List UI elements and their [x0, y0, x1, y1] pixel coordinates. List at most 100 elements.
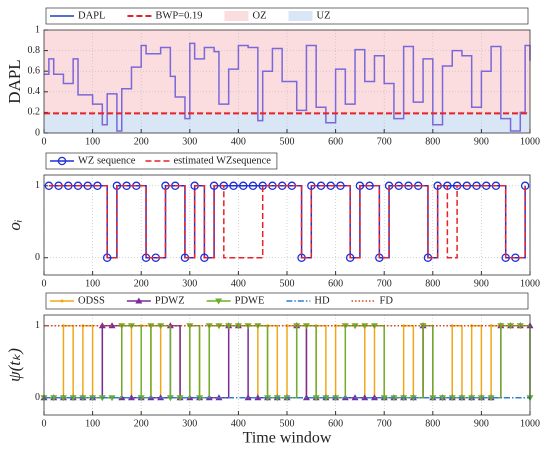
marker	[127, 394, 135, 401]
legend-label: ODSS	[78, 295, 105, 306]
marker	[380, 395, 388, 402]
x-tick-label: 900	[474, 136, 489, 147]
marker	[215, 298, 223, 305]
y-tick-label: 0.6	[28, 65, 41, 76]
y-tick-label: 0	[35, 252, 40, 263]
marker	[336, 181, 345, 191]
marker	[439, 395, 447, 402]
marker	[345, 253, 355, 262]
x-tick-label: 100	[85, 136, 100, 147]
x-tick-label: 200	[134, 136, 149, 147]
marker	[108, 322, 116, 329]
x-tick-label: 600	[328, 136, 343, 147]
marker	[234, 323, 242, 330]
plot-frame	[43, 29, 531, 134]
marker	[209, 181, 219, 191]
legend-label: DAPL	[78, 10, 105, 21]
marker	[462, 181, 472, 191]
y-axis-label: DAPL	[5, 59, 24, 103]
marker	[497, 323, 505, 330]
x-tick-label: 700	[377, 418, 392, 429]
legend-swatch	[224, 11, 249, 21]
panel: 0 0.2 0.4 0.6 0.8 1 0 100 200 300 400 500 600 700 800 9…	[5, 7, 540, 147]
x-tick-label: 300	[182, 278, 197, 289]
x-tick-label: 300	[182, 136, 197, 147]
panel: 0 1 0 100 200 300 400 500 600 700 800 900 1000 oᵢ WZ s…	[5, 152, 540, 289]
x-tick-label: 0	[42, 418, 47, 429]
y-tick-label: 0.8	[28, 45, 41, 56]
marker	[219, 181, 229, 191]
x-tick-label: 1000	[520, 136, 540, 147]
marker	[69, 395, 77, 402]
legend-swatch	[288, 11, 313, 21]
plot-frame	[43, 174, 531, 276]
marker	[254, 394, 262, 401]
x-tick-label: 300	[182, 418, 197, 429]
x-tick-label: 500	[280, 278, 295, 289]
marker	[135, 297, 143, 304]
x-tick-label: 700	[377, 278, 392, 289]
marker	[239, 181, 248, 191]
plot-frame	[43, 314, 531, 416]
marker	[127, 323, 135, 330]
x-tick-label: 800	[425, 136, 440, 147]
marker	[312, 395, 320, 402]
y-axis-label: oᵢ	[5, 219, 24, 230]
x-tick-label: 200	[134, 418, 149, 429]
marker	[60, 299, 64, 303]
marker	[108, 395, 116, 402]
marker	[487, 395, 495, 402]
marker	[361, 394, 369, 401]
legend-label: PDWZ	[155, 295, 185, 306]
x-tick-label: 100	[85, 418, 100, 429]
marker	[229, 181, 238, 191]
x-tick-label: 400	[231, 136, 246, 147]
x-tick-label: 700	[377, 136, 392, 147]
marker	[402, 324, 406, 328]
marker	[472, 181, 481, 191]
x-tick-label: 800	[425, 418, 440, 429]
marker	[302, 323, 310, 330]
marker	[176, 395, 184, 402]
x-axis-label: Time window	[243, 430, 332, 447]
x-tick-label: 200	[134, 278, 149, 289]
y-tick-label: 0	[35, 392, 40, 403]
legend-label: OZ	[252, 10, 266, 21]
marker	[50, 395, 58, 402]
panel: 0 1 0 100 200 300 400 500 600 700 800 900 1000 ψ(tₖ) T…	[5, 292, 540, 447]
x-tick-label: 0	[42, 278, 47, 289]
legend-label: estimated WZsequence	[173, 155, 271, 166]
marker	[59, 395, 67, 402]
x-tick-label: 600	[328, 278, 343, 289]
y-tick-label: 0	[35, 127, 40, 138]
marker	[186, 323, 194, 330]
legend-label: UZ	[316, 10, 330, 21]
x-tick-label: 100	[85, 278, 100, 289]
marker	[147, 323, 155, 330]
x-tick-label: 800	[425, 278, 440, 289]
x-tick-label: 600	[328, 418, 343, 429]
marker	[166, 395, 174, 402]
y-tick-label: 1	[35, 180, 40, 191]
x-tick-label: 0	[42, 136, 47, 147]
marker	[215, 323, 223, 330]
y-axis-label: ψ(tₖ)	[5, 348, 24, 382]
legend: DAPL BWP=0.19 OZ UZ	[45, 7, 529, 25]
legend: WZ sequence estimated WZsequence	[45, 152, 278, 170]
marker	[57, 156, 67, 166]
x-tick-label: 400	[231, 418, 246, 429]
legend-label: WZ sequence	[78, 155, 136, 166]
series-line	[48, 185, 526, 259]
legend-label: PDWE	[235, 295, 265, 306]
marker	[83, 181, 92, 191]
legend-box	[45, 152, 278, 170]
y-tick-label: 1	[35, 24, 40, 35]
y-tick-label: 1	[35, 320, 40, 331]
x-tick-label: 500	[280, 136, 295, 147]
marker	[196, 395, 204, 402]
marker	[225, 323, 233, 330]
legend-box	[45, 7, 529, 25]
marker	[489, 324, 493, 328]
x-tick-label: 900	[474, 418, 489, 429]
marker	[361, 323, 369, 330]
